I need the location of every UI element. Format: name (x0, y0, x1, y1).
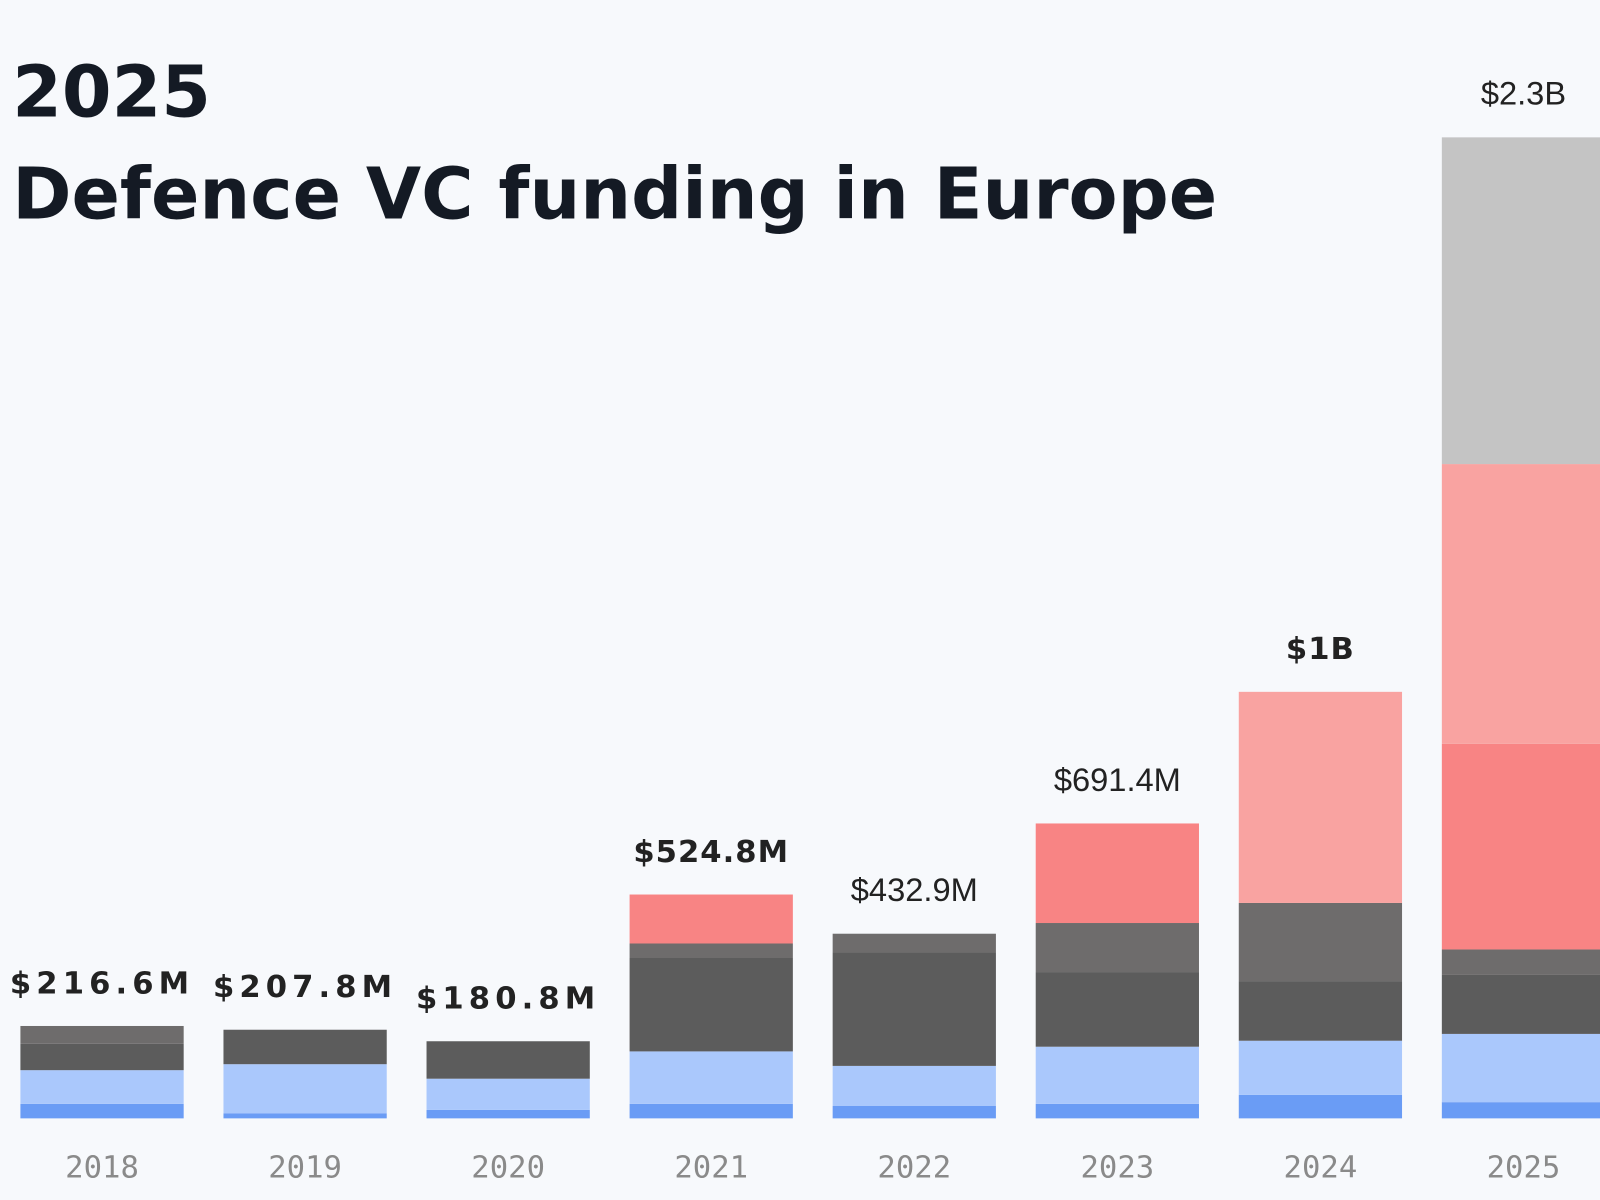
bar-segment (20, 1025, 184, 1044)
bar-segment (1035, 923, 1199, 973)
total-label: $207.8M (213, 970, 397, 1005)
bar-segment (629, 1051, 793, 1104)
bar-segment (20, 1103, 184, 1119)
bar-segment (1441, 1102, 1600, 1119)
x-tick-label: 2020 (471, 1151, 545, 1186)
bar-segment (1441, 974, 1600, 1034)
x-tick-label: 2019 (268, 1151, 342, 1186)
bar-segment (1441, 743, 1600, 950)
bar-segment (1441, 464, 1600, 744)
total-label: $180.8M (416, 982, 600, 1017)
total-label: $691.4M (1054, 761, 1181, 798)
bar-segment (832, 952, 996, 1066)
bar-segment (1035, 1103, 1199, 1119)
total-label: $1B (1286, 632, 1355, 667)
total-label: $216.6M (10, 966, 194, 1001)
total-label: $432.9M (851, 871, 978, 908)
bar-segment (1238, 1094, 1403, 1119)
x-tick-label: 2023 (1080, 1151, 1154, 1186)
bar-segment (426, 1109, 590, 1119)
x-tick-label: 2025 (1487, 1151, 1561, 1186)
chart-title: 2025 (12, 50, 211, 133)
bar-segment (1238, 691, 1403, 903)
bar-segment (223, 1064, 387, 1114)
bar-segment (1441, 137, 1600, 465)
total-label: $524.8M (633, 835, 789, 870)
bar-segment (832, 933, 996, 953)
bar-segment (629, 943, 793, 958)
bar-segment (20, 1070, 184, 1104)
chart-subtitle: Defence VC funding in Europe (12, 152, 1217, 235)
x-tick-label: 2018 (65, 1151, 139, 1186)
bar-segment (1238, 981, 1403, 1041)
bar-segment (20, 1043, 184, 1071)
bar-segment (1441, 1033, 1600, 1103)
bar-segment (1441, 949, 1600, 975)
bar-segment (629, 1103, 793, 1119)
bar-segment (629, 957, 793, 1052)
bar-segment (426, 1078, 590, 1110)
x-tick-label: 2021 (674, 1151, 748, 1186)
x-tick-label: 2022 (877, 1151, 951, 1186)
bar-segment (1035, 1046, 1199, 1104)
bar-segment (832, 1105, 996, 1119)
total-label: $2.3B (1481, 75, 1566, 112)
bar-segment (426, 1041, 590, 1079)
bar-segment (629, 894, 793, 944)
bar-segment (1238, 1040, 1403, 1095)
bar-segment (223, 1113, 387, 1119)
bar-segment (1238, 902, 1403, 982)
bar-segment (1035, 823, 1199, 924)
bar-segment (223, 1029, 387, 1065)
x-tick-label: 2024 (1284, 1151, 1358, 1186)
bar-segment (832, 1065, 996, 1106)
bar-segment (1035, 972, 1199, 1047)
